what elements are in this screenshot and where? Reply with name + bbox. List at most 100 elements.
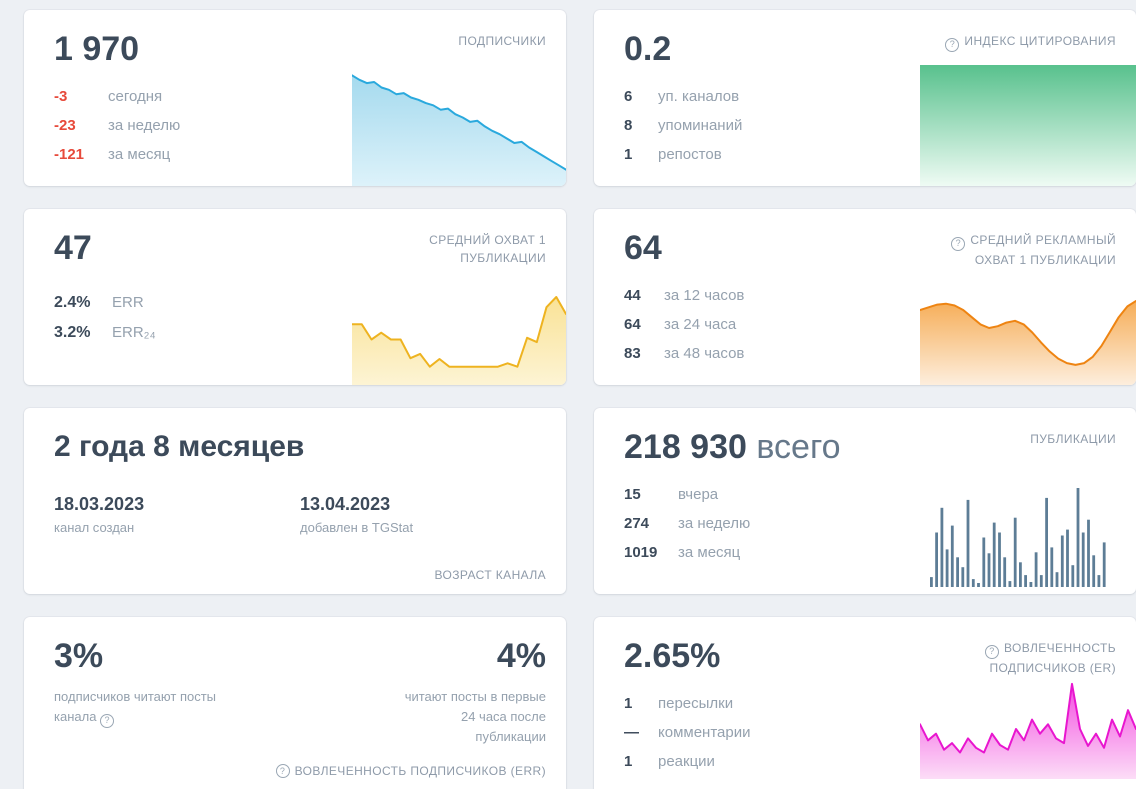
ad-reach-value: 64	[624, 229, 662, 267]
stat-label: комментарии	[658, 723, 751, 741]
stat-row: 6 уп. каналов	[624, 88, 1116, 106]
stat-value: 274	[624, 514, 650, 532]
stat-row: 3.2% ERR₂₄	[54, 323, 546, 342]
channel-age-card-title: ВОЗРАСТ КАНАЛА	[435, 568, 546, 582]
stat-row: 1 реакции	[624, 753, 1116, 771]
created-date-column: 18.03.2023 канал создан	[54, 494, 300, 535]
er-title-text: ВОВЛЕЧЕННОСТЬ ПОДПИСЧИКОВ (ER)	[989, 641, 1116, 675]
er-value: 2.65%	[624, 637, 721, 675]
err-title-text: ВОВЛЕЧЕННОСТЬ ПОДПИСЧИКОВ (ERR)	[294, 764, 546, 778]
stat-label: пересылки	[658, 694, 734, 712]
ad-reach-card-title: СРЕДНИЙ РЕКЛАМНЫЙ ОХВАТ 1 ПУБЛИКАЦИИ	[930, 231, 1116, 269]
stat-label: уп. каналов	[658, 87, 740, 105]
channel-age-dates: 18.03.2023 канал создан 13.04.2023 добав…	[54, 494, 546, 535]
average-reach-card: СРЕДНИЙ ОХВАТ 1 ПУБЛИКАЦИИ 47 2.4% ERR 3…	[24, 209, 566, 385]
err-card-title: ВОВЛЕЧЕННОСТЬ ПОДПИСЧИКОВ (ERR)	[275, 764, 546, 778]
stat-label: за 24 часа	[664, 315, 737, 333]
stat-label: за неделю	[678, 514, 751, 532]
added-date: 13.04.2023	[300, 494, 391, 514]
stat-row: 274 за неделю	[624, 515, 1116, 533]
err-right-column: 4% читают посты в первые 24 часа после п…	[401, 637, 546, 747]
stat-value: 64	[624, 315, 641, 333]
subscribers-stats: -3 сегодня -23 за неделю -121 за месяц	[54, 88, 546, 164]
publications-title-text: ПУБЛИКАЦИИ	[1030, 432, 1116, 446]
subscribers-card-title: ПОДПИСЧИКИ	[458, 32, 546, 50]
stat-row: — комментарии	[624, 724, 1116, 742]
reach-title-text: СРЕДНИЙ ОХВАТ 1 ПУБЛИКАЦИИ	[429, 233, 546, 265]
stat-row: -3 сегодня	[54, 88, 546, 106]
help-icon[interactable]	[945, 37, 960, 52]
stat-value: -23	[54, 116, 76, 134]
stat-row: 1 репостов	[624, 146, 1116, 164]
stat-label: реакции	[658, 752, 715, 770]
stat-label: упоминаний	[658, 116, 743, 134]
subscribers-title-text: ПОДПИСЧИКИ	[458, 34, 546, 48]
stat-value: -121	[54, 145, 85, 163]
stat-value: 6	[624, 87, 633, 105]
added-date-label: добавлен в TGStat	[300, 520, 414, 535]
help-icon[interactable]	[984, 644, 999, 659]
stat-row: 83 за 48 часов	[624, 345, 1116, 363]
created-date-label: канал создан	[54, 520, 135, 535]
reach-stats: 2.4% ERR 3.2% ERR₂₄	[54, 293, 546, 342]
stat-value: 3.2%	[54, 323, 91, 341]
stat-value: 2.4%	[54, 293, 91, 311]
publications-total: 218 930 всего	[624, 428, 1116, 466]
err24-value: 4%	[496, 637, 546, 675]
stat-label: репостов	[658, 145, 722, 163]
stat-row: 2.4% ERR	[54, 293, 546, 312]
er-stats: 1 пересылки — комментарии 1 реакции	[624, 695, 1116, 771]
added-date-column: 13.04.2023 добавлен в TGStat	[300, 494, 546, 535]
citation-card-title: ИНДЕКС ЦИТИРОВАНИЯ	[945, 32, 1116, 52]
publications-card: ПУБЛИКАЦИИ 218 930 всего 15 вчера 274 за…	[594, 408, 1136, 594]
citation-gradient-chart	[920, 62, 1136, 186]
err-right-note: читают посты в первые 24 часа после публ…	[404, 688, 546, 744]
stat-value: 1	[624, 694, 633, 712]
ad-reach-title-text: СРЕДНИЙ РЕКЛАМНЫЙ ОХВАТ 1 ПУБЛИКАЦИИ	[970, 233, 1116, 267]
stat-value: 83	[624, 344, 641, 362]
subscribers-sparkline-chart	[352, 69, 566, 186]
ad-reach-stats: 44 за 12 часов 64 за 24 часа 83 за 48 ча…	[624, 287, 1116, 363]
publications-total-suffix: всего	[756, 428, 841, 466]
er-sparkline-chart	[920, 679, 1136, 779]
average-reach-value: 47	[54, 229, 92, 267]
stat-label: за 48 часов	[664, 344, 745, 362]
stat-row: 15 вчера	[624, 486, 1116, 504]
citation-index-value: 0.2	[624, 30, 672, 68]
reach-card-title: СРЕДНИЙ ОХВАТ 1 ПУБЛИКАЦИИ	[428, 231, 546, 267]
stat-value: 15	[624, 485, 641, 503]
er-card-title: ВОВЛЕЧЕННОСТЬ ПОДПИСЧИКОВ (ER)	[966, 639, 1116, 677]
stat-value: 1	[624, 145, 633, 163]
help-icon[interactable]	[100, 713, 115, 728]
stat-row: 64 за 24 часа	[624, 316, 1116, 334]
stat-label: за неделю	[108, 116, 181, 134]
engagement-er-card: ВОВЛЕЧЕННОСТЬ ПОДПИСЧИКОВ (ER) 2.65% 1 п…	[594, 617, 1136, 789]
channel-age-title-text: ВОЗРАСТ КАНАЛА	[434, 568, 546, 582]
citation-stats: 6 уп. каналов 8 упоминаний 1 репостов	[624, 88, 1116, 164]
err-columns: 3% подписчиков читают посты канала 4% чи…	[54, 637, 546, 747]
stat-value: -3	[54, 87, 68, 105]
reach-sparkline-chart	[352, 294, 566, 385]
stat-label: за 12 часов	[664, 286, 745, 304]
channel-age-card: 2 года 8 месяцев 18.03.2023 канал создан…	[24, 408, 566, 594]
help-icon[interactable]	[951, 236, 966, 251]
err-value: 3%	[54, 637, 104, 675]
stat-row: -23 за неделю	[54, 117, 546, 135]
stat-row: 8 упоминаний	[624, 117, 1116, 135]
created-date: 18.03.2023	[54, 494, 145, 514]
stat-value: 1	[624, 752, 633, 770]
err-left-note: подписчиков читают посты канала	[54, 687, 259, 728]
stat-label: за месяц	[678, 543, 741, 561]
stat-value: 1019	[624, 543, 658, 561]
citation-index-card: ИНДЕКС ЦИТИРОВАНИЯ 0.2 6 уп. каналов 8 у…	[594, 10, 1136, 186]
citation-title-text: ИНДЕКС ЦИТИРОВАНИЯ	[964, 34, 1116, 48]
stat-label: ERR₂₄	[112, 323, 156, 341]
stat-label: за месяц	[108, 145, 171, 163]
stat-label: вчера	[678, 485, 719, 503]
channel-age-value: 2 года 8 месяцев	[54, 430, 305, 463]
ad-reach-card: СРЕДНИЙ РЕКЛАМНЫЙ ОХВАТ 1 ПУБЛИКАЦИИ 64 …	[594, 209, 1136, 385]
help-icon[interactable]	[275, 764, 290, 778]
publications-total-number: 218 930	[624, 428, 747, 466]
